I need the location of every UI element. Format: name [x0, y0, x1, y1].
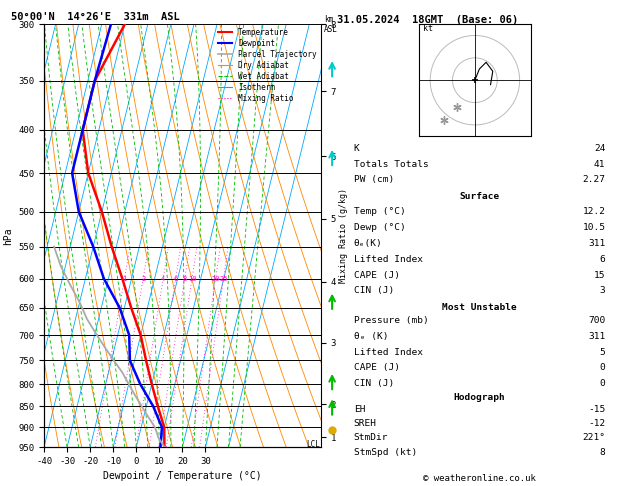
Text: Pressure (mb): Pressure (mb) [353, 316, 428, 325]
Text: Totals Totals: Totals Totals [353, 159, 428, 169]
Text: CAPE (J): CAPE (J) [353, 271, 400, 279]
Text: θₑ(K): θₑ(K) [353, 239, 382, 248]
Text: CIN (J): CIN (J) [353, 286, 394, 295]
Text: StmSpd (kt): StmSpd (kt) [353, 448, 417, 457]
X-axis label: Dewpoint / Temperature (°C): Dewpoint / Temperature (°C) [103, 471, 262, 482]
Text: -12: -12 [588, 419, 606, 428]
Text: 5: 5 [599, 347, 606, 357]
Text: StmDir: StmDir [353, 434, 388, 442]
Text: CIN (J): CIN (J) [353, 379, 394, 388]
Text: 6: 6 [174, 276, 178, 281]
Text: 0: 0 [599, 363, 606, 372]
Text: 2: 2 [141, 276, 145, 281]
Text: 0: 0 [599, 379, 606, 388]
Text: Temp (°C): Temp (°C) [353, 207, 406, 216]
Text: 8: 8 [182, 276, 187, 281]
Y-axis label: Mixing Ratio (g/kg): Mixing Ratio (g/kg) [338, 188, 348, 283]
Text: Hodograph: Hodograph [454, 394, 506, 402]
Text: 20: 20 [211, 276, 220, 281]
Text: 10.5: 10.5 [582, 223, 606, 232]
Text: © weatheronline.co.uk: © weatheronline.co.uk [423, 474, 536, 483]
Text: -15: -15 [588, 405, 606, 414]
Text: Lifted Index: Lifted Index [353, 255, 423, 264]
Text: Lifted Index: Lifted Index [353, 347, 423, 357]
Text: km
ASL: km ASL [324, 15, 338, 34]
Text: 3: 3 [599, 286, 606, 295]
Text: 311: 311 [588, 239, 606, 248]
Text: 700: 700 [588, 316, 606, 325]
Text: LCL: LCL [306, 439, 320, 449]
Text: 1: 1 [123, 276, 126, 281]
Text: 41: 41 [594, 159, 606, 169]
Text: Most Unstable: Most Unstable [442, 303, 517, 312]
Y-axis label: hPa: hPa [3, 227, 13, 244]
Text: θₑ (K): θₑ (K) [353, 332, 388, 341]
Text: 50°00'N  14°26'E  331m  ASL: 50°00'N 14°26'E 331m ASL [11, 12, 179, 22]
Text: 24: 24 [594, 144, 606, 153]
Text: 2.27: 2.27 [582, 175, 606, 184]
Text: 10: 10 [188, 276, 196, 281]
Legend: Temperature, Dewpoint, Parcel Trajectory, Dry Adiabat, Wet Adiabat, Isotherm, Mi: Temperature, Dewpoint, Parcel Trajectory… [218, 28, 317, 103]
Text: 8: 8 [599, 448, 606, 457]
Text: 311: 311 [588, 332, 606, 341]
Text: 6: 6 [599, 255, 606, 264]
Text: EH: EH [353, 405, 365, 414]
Text: 221°: 221° [582, 434, 606, 442]
Text: 4: 4 [161, 276, 165, 281]
Text: 12.2: 12.2 [582, 207, 606, 216]
Text: 31.05.2024  18GMT  (Base: 06): 31.05.2024 18GMT (Base: 06) [337, 15, 518, 25]
Text: 15: 15 [594, 271, 606, 279]
Text: kt: kt [423, 24, 433, 33]
Text: Dewp (°C): Dewp (°C) [353, 223, 406, 232]
Text: K: K [353, 144, 360, 153]
Text: Surface: Surface [460, 192, 499, 201]
Text: PW (cm): PW (cm) [353, 175, 394, 184]
Text: 25: 25 [220, 276, 228, 281]
Text: SREH: SREH [353, 419, 377, 428]
Text: CAPE (J): CAPE (J) [353, 363, 400, 372]
